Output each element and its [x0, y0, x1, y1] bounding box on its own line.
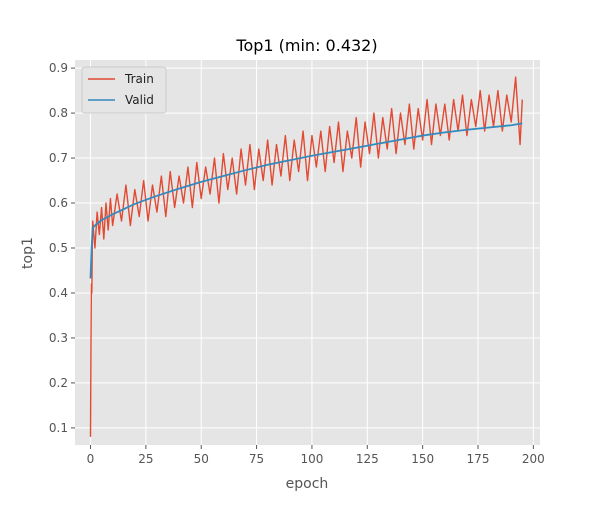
x-tick-label: 150 [411, 452, 434, 466]
x-axis-label: epoch [286, 476, 329, 492]
y-tick-label: 0.7 [49, 151, 68, 165]
x-tick-label: 75 [249, 452, 264, 466]
y-tick-label: 0.9 [49, 61, 68, 75]
y-tick-label: 0.6 [49, 196, 68, 210]
x-tick-label: 175 [467, 452, 490, 466]
plot-area [75, 60, 540, 445]
series-layer [89, 76, 523, 437]
y-tick-label: 0.2 [49, 376, 68, 390]
legend: Train Valid [81, 66, 167, 114]
y-tick-label: 0.4 [49, 286, 68, 300]
x-tick-label: 50 [194, 452, 209, 466]
x-tick-label: 0 [87, 452, 95, 466]
y-tick-label: 0.8 [49, 106, 68, 120]
chart-title: Top1 (min: 0.432) [235, 36, 377, 55]
y-tick-label: 0.3 [49, 331, 68, 345]
y-tick-label: 0.1 [49, 421, 68, 435]
grid-lines [75, 60, 540, 445]
x-tick-label: 200 [522, 452, 545, 466]
series-line-train [89, 76, 523, 437]
x-tick-label: 100 [300, 452, 323, 466]
y-tick-label: 0.5 [49, 241, 68, 255]
series-line-valid [89, 122, 523, 279]
y-axis-label: top1 [20, 237, 36, 269]
x-tick-label: 125 [356, 452, 379, 466]
legend-valid-label: Valid [125, 93, 154, 107]
x-tick-label: 25 [138, 452, 153, 466]
legend-train-label: Train [124, 72, 154, 86]
axis-ticks: 0 25 50 75 100 125 150 175 200 0.1 0.2 0.3 0.4 0.5 0.6… [49, 61, 545, 466]
